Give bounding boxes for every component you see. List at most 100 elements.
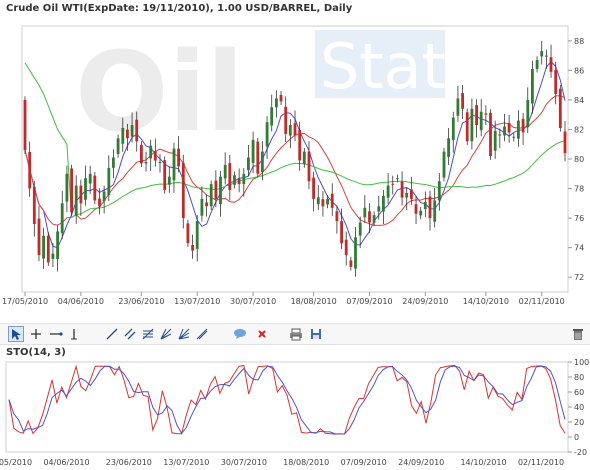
watermark-logo: Oil Stat <box>75 28 446 156</box>
candle-body <box>261 151 264 172</box>
candle-body <box>489 112 492 157</box>
sto-y-tick-label: 100 <box>574 358 589 367</box>
fibonacci-tool-icon[interactable] <box>140 326 156 342</box>
horizontal-line-tool-icon[interactable] <box>48 326 64 342</box>
sto-d-line <box>8 365 566 435</box>
candle-body <box>312 177 315 199</box>
x-tick-label: 23/06/2010 <box>118 297 164 306</box>
candle-body <box>512 136 516 138</box>
candle-body <box>265 122 269 147</box>
candle-body <box>116 138 120 154</box>
candle-body <box>461 93 464 109</box>
crosshair-tool-icon[interactable] <box>28 326 44 342</box>
x-tick-label: 13/07/2010 <box>174 297 220 306</box>
candle-body <box>414 204 418 214</box>
sto-y-tick-label: -20 <box>574 448 587 457</box>
candle-body <box>493 130 497 151</box>
sto-x-tick-label: 30/07/2010 <box>221 458 267 467</box>
sto-x-tick-label: 24/09/2010 <box>398 458 444 467</box>
candle-body <box>279 94 283 102</box>
save-icon[interactable] <box>308 326 324 342</box>
candle-body <box>51 253 55 259</box>
x-tick-label: 24/09/2010 <box>402 297 448 306</box>
candle-body <box>42 235 45 259</box>
x-tick-label: 18/08/2010 <box>291 297 337 306</box>
candle-body <box>46 235 50 263</box>
candle-body <box>242 173 246 185</box>
parallel-lines-tool-icon[interactable] <box>122 326 138 342</box>
candle-body <box>195 221 199 249</box>
sto-y-tick-label: 20 <box>574 418 584 427</box>
candle-body <box>451 117 455 141</box>
y-tick-label: 74 <box>574 244 584 253</box>
candle-body <box>121 128 125 144</box>
trend-line-tool-icon[interactable] <box>104 326 120 342</box>
delete-tool-icon[interactable] <box>254 326 270 342</box>
candle-body <box>214 180 218 199</box>
candle-body <box>275 98 278 108</box>
candle-body <box>144 162 148 164</box>
candle-body <box>545 55 548 57</box>
candle-body <box>102 191 106 201</box>
candle-body <box>163 160 167 191</box>
candle-body <box>237 178 241 185</box>
candle-body <box>140 144 143 164</box>
sto-x-tick-label: 13/07/2010 <box>163 458 209 467</box>
candle-body <box>223 164 227 179</box>
trash-icon[interactable] <box>570 326 586 342</box>
sto-x-tick-label: 07/09/2010 <box>341 458 387 467</box>
y-tick-label: 84 <box>574 96 584 105</box>
candle-body <box>475 105 478 125</box>
x-tick-label: 30/07/2010 <box>230 297 276 306</box>
candle-body <box>405 193 409 198</box>
candle-body <box>503 126 506 136</box>
candle-body <box>470 108 474 142</box>
candle-body <box>251 139 255 163</box>
candle-body <box>307 151 311 182</box>
x-tick-label: 14/10/2010 <box>463 297 509 306</box>
andrews-pitchfork-tool-icon[interactable] <box>158 326 174 342</box>
candle-body <box>153 151 157 161</box>
candle-body <box>479 111 483 131</box>
candle-body <box>233 175 236 185</box>
candle-body <box>32 186 36 224</box>
candle-body <box>484 113 488 115</box>
candle-body <box>316 197 320 205</box>
print-icon[interactable] <box>288 326 304 342</box>
candle-body <box>135 119 139 142</box>
vertical-line-tool-icon[interactable] <box>66 326 82 342</box>
candle-body <box>98 198 101 207</box>
candle-body <box>344 239 348 256</box>
chart-title: Crude Oil WTI(ExpDate: 19/11/2010), 1.00… <box>6 3 353 14</box>
sto-x-tick-label: 02/11/2010 <box>518 458 564 467</box>
candle-body <box>517 120 520 139</box>
watermark-oil: Oil <box>75 28 244 156</box>
x-tick-label: 02/11/2010 <box>519 297 565 306</box>
gann-fan-tool-icon[interactable] <box>176 326 192 342</box>
candle-body <box>65 173 69 202</box>
candle-body <box>372 215 376 223</box>
candle-body <box>391 183 395 185</box>
pointer-tool-icon[interactable] <box>8 326 24 342</box>
comment-tool-icon[interactable] <box>232 326 248 342</box>
candle-body <box>167 176 171 185</box>
candle-body <box>498 134 502 136</box>
candle-body <box>298 130 302 161</box>
sto-y-tick-label: 60 <box>574 388 584 397</box>
candle-body <box>219 176 222 205</box>
cycle-lines-tool-icon[interactable] <box>194 326 210 342</box>
y-tick-label: 76 <box>574 214 584 223</box>
price-chart[interactable]: 72 74 76 78 80 82 84 86 88 17/05/2010 04/06/2010 23… <box>0 0 590 310</box>
candle-body <box>563 131 567 154</box>
sto-y-tick-label: 80 <box>574 373 584 382</box>
candle-body <box>126 129 129 139</box>
candle-body <box>200 198 204 216</box>
candle-body <box>37 218 41 256</box>
candle-body <box>84 178 87 200</box>
candle-body <box>93 175 97 201</box>
sto-k-line <box>8 364 566 435</box>
candle-body <box>172 148 176 181</box>
sto-x-tick-label: 14/10/2010 <box>460 458 506 467</box>
candle-body <box>70 168 73 213</box>
